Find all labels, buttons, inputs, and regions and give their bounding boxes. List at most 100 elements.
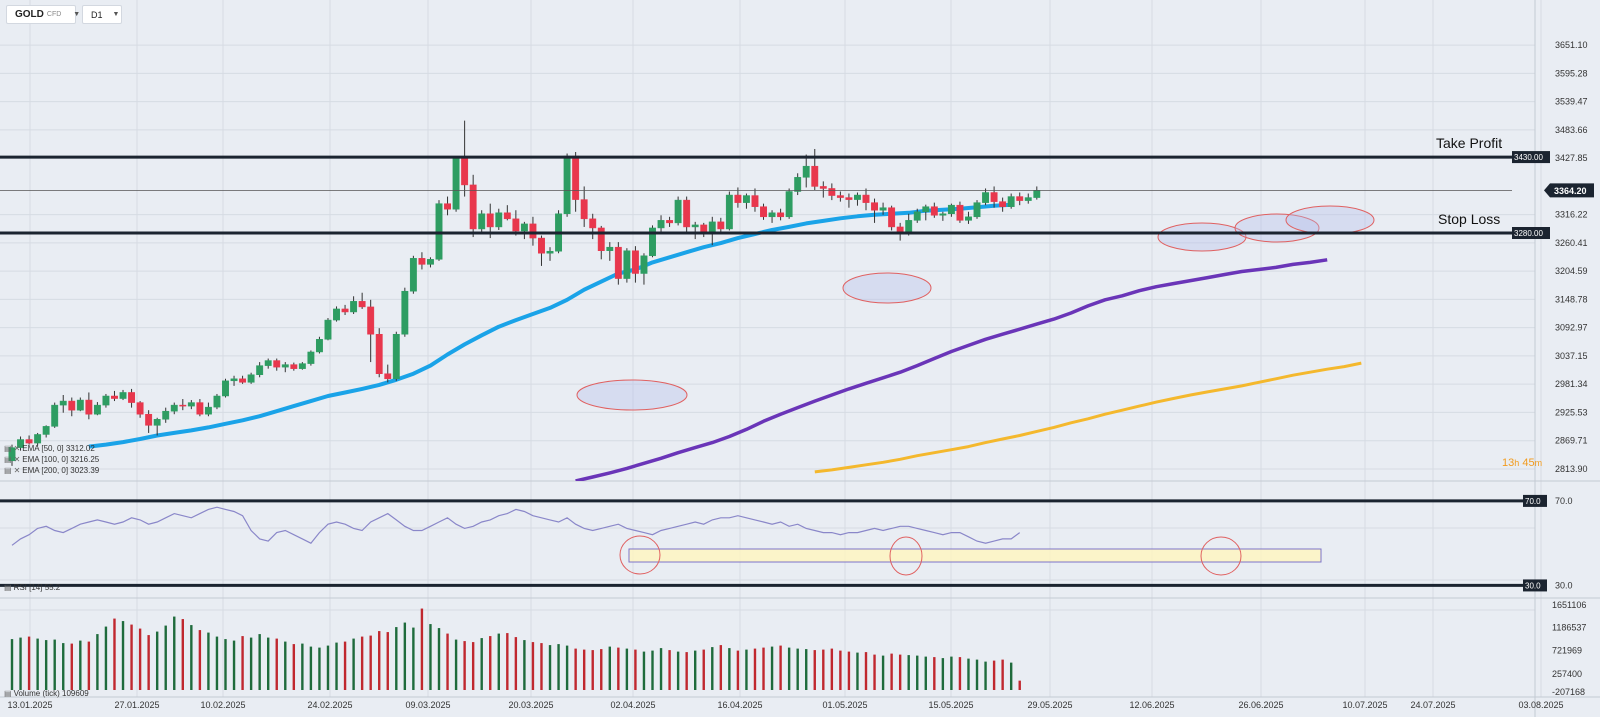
volume-bar-up: [79, 640, 82, 690]
x-tick-label: 27.01.2025: [114, 700, 159, 710]
candle-body: [691, 224, 699, 228]
countdown-h-unit: h: [1514, 458, 1520, 468]
y-tick-label: 3316.22: [1555, 210, 1588, 220]
candle-body: [947, 204, 955, 215]
close-icon[interactable]: ✕: [13, 466, 21, 475]
legend-ema100[interactable]: ▤ ✕ EMA [100, 0] 3216.25: [4, 455, 99, 464]
candle-body: [546, 250, 554, 254]
volume-bar-down: [762, 647, 765, 690]
volume-bar-up: [267, 637, 270, 690]
candle-body: [1024, 197, 1032, 201]
candle-bull: [965, 211, 972, 224]
volume-bar-up: [941, 658, 945, 690]
candle-bull: [452, 156, 460, 212]
volume-bar-up: [1009, 662, 1013, 690]
close-icon[interactable]: ✕: [13, 455, 21, 464]
candle-body: [68, 400, 76, 411]
legend-ema200[interactable]: ▤ ✕ EMA [200, 0] 3023.39: [4, 466, 99, 475]
volume-bar-up: [62, 643, 65, 690]
candle-body: [845, 197, 853, 200]
candle-bear: [614, 242, 622, 285]
stop-loss-label: Stop Loss: [1438, 211, 1500, 227]
stop-loss-tag-value: 3280.00: [1514, 229, 1543, 238]
candle-bull: [59, 394, 67, 413]
x-tick-label: 26.06.2025: [1238, 700, 1283, 710]
countdown-m-unit: m: [1534, 458, 1543, 468]
ema50-line: [88, 202, 1012, 449]
candle-body: [930, 206, 938, 216]
rsi-tick-label: 30.0: [1555, 580, 1573, 590]
candle-body: [409, 258, 417, 292]
volume-bar-down: [591, 650, 594, 690]
candle-body: [401, 290, 409, 335]
candle-bull: [153, 417, 161, 436]
candle-body: [273, 360, 281, 368]
x-tick-label: 15.05.2025: [928, 700, 973, 710]
legend-rsi[interactable]: ▤ RSI [14] 55.2: [4, 583, 60, 592]
candle-body: [427, 259, 434, 265]
rsi-70-tag: [1523, 494, 1547, 507]
candle-body: [17, 439, 24, 448]
candle-body: [145, 413, 153, 426]
candle-body: [708, 221, 716, 233]
ema200-line: [814, 361, 1362, 474]
volume-bar-down: [992, 660, 996, 690]
candle-bear: [589, 213, 597, 240]
volume-bar-down: [600, 649, 603, 690]
candle-body: [580, 199, 588, 220]
candle-bull: [76, 397, 84, 412]
candle-body: [375, 333, 383, 374]
y-tick-label: 3539.47: [1555, 97, 1588, 107]
volume-bar-up: [164, 625, 167, 690]
candle-bull: [170, 402, 178, 415]
countdown-minutes: 45: [1522, 457, 1535, 469]
countdown-hours: 13: [1502, 457, 1515, 469]
candle-bear: [136, 401, 144, 418]
volume-bar-down: [822, 649, 825, 690]
candle-body: [819, 186, 827, 189]
candle-body: [640, 255, 648, 274]
candle-bull: [691, 221, 699, 240]
timeframe-selector[interactable]: D1 ▼: [82, 5, 122, 24]
settings-icon[interactable]: ▤: [4, 583, 12, 592]
volume-bar-down: [275, 638, 278, 690]
volume-tick-label: 1186537: [1552, 622, 1586, 632]
settings-icon[interactable]: ▤: [4, 689, 12, 698]
rsi-30-tag-value: 30.0: [1525, 581, 1541, 590]
volume-bar-down: [138, 628, 142, 690]
candle-bear: [469, 174, 477, 238]
volume-bar-up: [694, 650, 697, 690]
candle-body: [794, 177, 802, 192]
settings-icon[interactable]: ▤: [4, 466, 12, 475]
volume-bar-down: [506, 633, 509, 690]
y-tick-label: 2813.90: [1555, 464, 1588, 474]
volume-bar-down: [147, 635, 150, 690]
legend-ema50[interactable]: ▤ ✕ EMA [50, 0] 3312.02: [4, 444, 95, 453]
legend-volume[interactable]: ▤ Volume (tick) 109609: [4, 689, 89, 698]
candle-bear: [734, 187, 742, 208]
candle-body: [213, 395, 221, 408]
candle-bull: [768, 210, 776, 223]
settings-icon[interactable]: ▤: [4, 455, 12, 464]
candle-bull: [298, 362, 306, 370]
candle-body: [614, 246, 622, 279]
candle-bull: [315, 336, 323, 354]
rsi-tick-label: 70.0: [1555, 496, 1573, 506]
x-tick-label: 29.05.2025: [1027, 700, 1072, 710]
support-highlight-ellipse: [1234, 213, 1320, 243]
candle-body: [999, 201, 1007, 207]
candle-body: [8, 447, 16, 462]
volume-bar-up: [480, 638, 483, 690]
candle-body: [264, 360, 272, 366]
symbol-selector[interactable]: GOLD CFD ▼: [6, 5, 80, 24]
candle-bull: [657, 215, 665, 234]
candle-bear: [990, 186, 998, 208]
candle-bear: [384, 364, 392, 383]
volume-bar-down: [463, 641, 466, 690]
candle-body: [222, 380, 229, 397]
settings-icon[interactable]: ▤: [4, 444, 12, 453]
volume-bar-down: [343, 641, 347, 690]
close-icon[interactable]: ✕: [13, 444, 21, 453]
